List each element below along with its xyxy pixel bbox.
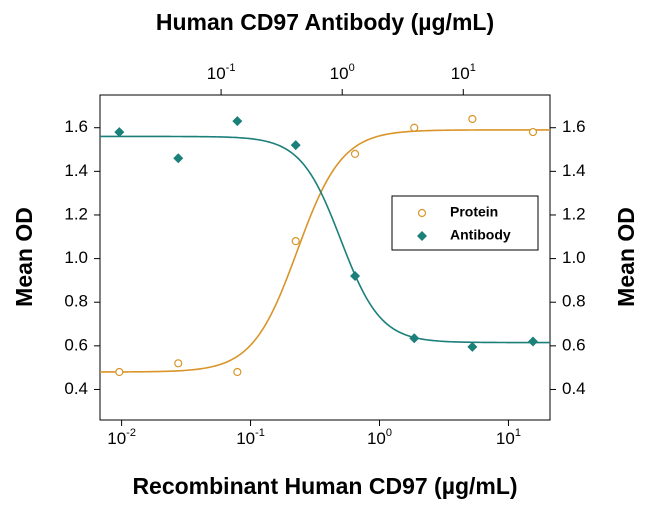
y-tick-label: 1.2 <box>64 204 88 223</box>
data-point <box>350 271 361 282</box>
y2-tick-label: 1.4 <box>562 161 586 180</box>
y-tick-label: 1.6 <box>64 117 88 136</box>
y2-tick-label: 0.8 <box>562 292 586 311</box>
data-point <box>233 367 242 377</box>
top-axis-title: Human CD97 Antibody (µg/mL) <box>156 9 494 35</box>
x-tick-exponent: -1 <box>255 427 265 439</box>
data-point <box>173 153 184 164</box>
data-point <box>174 359 183 368</box>
x2-tick-base: 10 <box>330 64 349 83</box>
data-point <box>409 333 420 344</box>
y-axis-label: Mean OD <box>11 207 37 307</box>
x-tick-exponent: 0 <box>386 427 392 439</box>
x2-tick-exponent: 0 <box>349 62 355 74</box>
fit-curve <box>100 135 550 344</box>
data-point <box>528 127 538 137</box>
legend-label: Protein <box>450 204 498 220</box>
x-tick-label: 10-1 <box>236 427 265 449</box>
data-point <box>115 367 124 377</box>
x-tick-base: 10 <box>496 429 515 448</box>
plot-frame <box>99 94 551 421</box>
y-tick-label: 0.4 <box>64 379 88 398</box>
x-axis-label: Recombinant Human CD97 (µg/mL) <box>132 473 517 499</box>
y-tick-label: 0.8 <box>64 292 88 311</box>
fit-curve <box>99 129 550 373</box>
data-point <box>350 149 360 158</box>
data-point <box>232 116 243 127</box>
x2-tick-label: 100 <box>330 62 355 84</box>
x-tick-label: 10-2 <box>107 427 136 449</box>
legend-label: Antibody <box>450 227 511 243</box>
y2-tick-label: 1.2 <box>562 204 586 223</box>
data-point <box>291 237 300 246</box>
x2-tick-base: 10 <box>451 64 470 83</box>
legend-marker <box>417 208 427 218</box>
x2-tick-label: 10-1 <box>207 62 236 84</box>
data-point <box>290 140 301 151</box>
data-point <box>114 127 125 138</box>
x-tick-exponent: -2 <box>126 427 136 439</box>
x-tick-exponent: 1 <box>515 427 521 439</box>
y2-axis-label: Mean OD <box>613 207 639 307</box>
x2-tick-exponent: -1 <box>226 62 236 74</box>
y2-tick-label: 1.6 <box>562 117 586 136</box>
x2-tick-base: 10 <box>207 64 226 83</box>
x-tick-label: 100 <box>367 427 392 449</box>
y2-tick-label: 1.0 <box>562 248 586 267</box>
y2-tick-label: 0.4 <box>562 379 586 398</box>
x-tick-label: 101 <box>496 427 521 449</box>
y-tick-label: 1.4 <box>64 161 88 180</box>
x2-tick-label: 101 <box>451 62 476 84</box>
x-tick-base: 10 <box>107 429 126 448</box>
data-point <box>410 123 419 132</box>
y-tick-label: 1.0 <box>64 248 88 267</box>
x-tick-base: 10 <box>367 429 386 448</box>
y2-tick-label: 0.6 <box>562 335 586 354</box>
legend-box <box>391 195 539 251</box>
x-tick-base: 10 <box>236 429 255 448</box>
data-point <box>468 114 477 124</box>
data-point <box>467 341 478 352</box>
legend-marker <box>417 231 427 241</box>
x2-tick-exponent: 1 <box>470 62 476 74</box>
data-point <box>527 336 538 347</box>
y-tick-label: 0.6 <box>64 335 88 354</box>
